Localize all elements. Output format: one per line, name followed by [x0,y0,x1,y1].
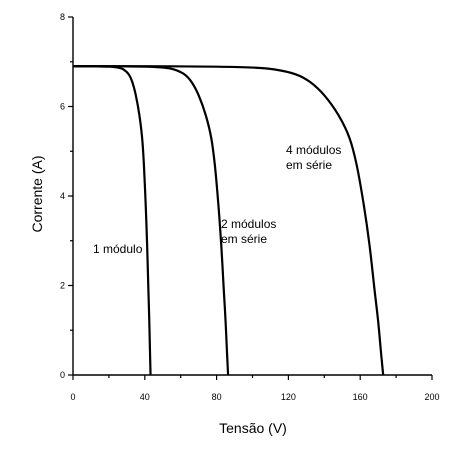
x-tick-label: 120 [281,392,296,402]
x-tick-label: 80 [212,392,222,402]
x-tick-label: 40 [140,392,150,402]
y-tick-label: 6 [60,102,65,112]
annotation-2-modules-line1: 2 módulos [221,217,276,231]
y-axis-title: Corrente (A) [29,155,45,232]
y-tick-label: 2 [60,281,65,291]
series-line-3 [72,65,385,376]
y-tick-label: 8 [60,12,65,22]
x-tick-label: 0 [70,392,75,402]
ticks: 0 40 80 120 160 200 0 2 4 6 8 [60,12,440,402]
x-tick-label: 160 [353,392,368,402]
annotation-4-modules-line2: em série [286,158,332,172]
series-line-1 [72,65,152,376]
annotation-4-modules-line1: 4 módulos [286,143,341,157]
x-axis-title: Tensão (V) [219,420,287,436]
annotation-1-module: 1 módulo [93,242,143,256]
y-tick-label: 0 [60,370,65,380]
y-tick-label: 4 [60,191,65,201]
x-tick-label: 200 [424,392,439,402]
curves [72,65,385,376]
annotation-2-modules-line2: em série [221,232,267,246]
